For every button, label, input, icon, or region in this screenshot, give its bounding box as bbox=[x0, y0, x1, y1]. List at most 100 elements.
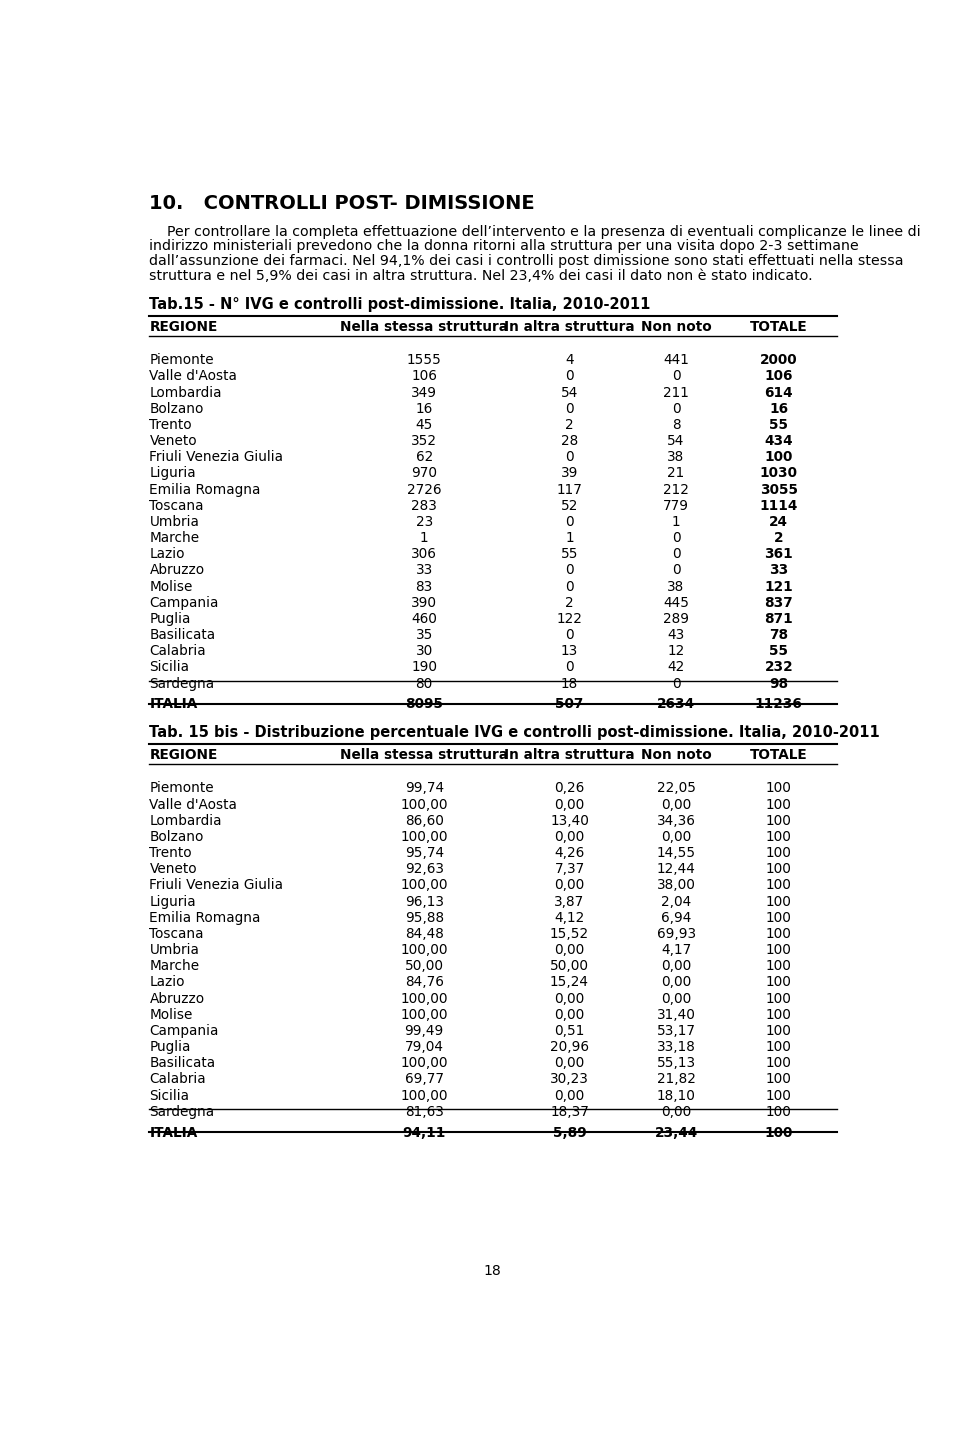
Text: TOTALE: TOTALE bbox=[750, 748, 807, 762]
Text: Non noto: Non noto bbox=[640, 748, 711, 762]
Text: 121: 121 bbox=[764, 579, 793, 594]
Text: 4: 4 bbox=[565, 354, 574, 367]
Text: 54: 54 bbox=[561, 386, 578, 400]
Text: 23: 23 bbox=[416, 515, 433, 530]
Text: 33: 33 bbox=[769, 563, 788, 578]
Text: 871: 871 bbox=[764, 613, 793, 626]
Text: Lombardia: Lombardia bbox=[150, 813, 222, 828]
Text: 1: 1 bbox=[420, 531, 428, 546]
Text: 2,04: 2,04 bbox=[660, 895, 691, 908]
Text: 0,00: 0,00 bbox=[554, 1008, 585, 1021]
Text: 4,12: 4,12 bbox=[554, 911, 585, 925]
Text: 13: 13 bbox=[561, 645, 578, 658]
Text: 190: 190 bbox=[411, 661, 437, 675]
Text: 38: 38 bbox=[667, 450, 684, 464]
Text: 100: 100 bbox=[766, 879, 792, 892]
Text: 970: 970 bbox=[411, 467, 437, 480]
Text: 62: 62 bbox=[416, 450, 433, 464]
Text: 0: 0 bbox=[672, 677, 681, 691]
Text: 8095: 8095 bbox=[405, 697, 444, 711]
Text: 100: 100 bbox=[766, 813, 792, 828]
Text: 24: 24 bbox=[769, 515, 788, 530]
Text: 445: 445 bbox=[663, 595, 689, 610]
Text: Sardegna: Sardegna bbox=[150, 1104, 215, 1119]
Text: 100,00: 100,00 bbox=[400, 797, 448, 812]
Text: Piemonte: Piemonte bbox=[150, 781, 214, 796]
Text: 99,74: 99,74 bbox=[404, 781, 444, 796]
Text: 100,00: 100,00 bbox=[400, 1056, 448, 1071]
Text: 31,40: 31,40 bbox=[657, 1008, 695, 1021]
Text: 99,49: 99,49 bbox=[404, 1024, 444, 1037]
Text: 0: 0 bbox=[672, 370, 681, 384]
Text: 306: 306 bbox=[411, 547, 437, 562]
Text: 18: 18 bbox=[483, 1264, 501, 1277]
Text: 33: 33 bbox=[416, 563, 433, 578]
Text: 55: 55 bbox=[769, 418, 788, 432]
Text: Tab. 15 bis - Distribuzione percentuale IVG e controlli post-dimissione. Italia,: Tab. 15 bis - Distribuzione percentuale … bbox=[150, 725, 880, 741]
Text: 100: 100 bbox=[766, 911, 792, 925]
Text: Molise: Molise bbox=[150, 579, 193, 594]
Text: 2000: 2000 bbox=[760, 354, 798, 367]
Text: Tab.15 - N° IVG e controlli post-dimissione. Italia, 2010-2011: Tab.15 - N° IVG e controlli post-dimissi… bbox=[150, 297, 651, 311]
Text: 100: 100 bbox=[766, 1088, 792, 1103]
Text: 100: 100 bbox=[766, 1024, 792, 1037]
Text: Molise: Molise bbox=[150, 1008, 193, 1021]
Text: 232: 232 bbox=[764, 661, 793, 675]
Text: 100: 100 bbox=[766, 895, 792, 908]
Text: Trento: Trento bbox=[150, 418, 192, 432]
Text: 0,00: 0,00 bbox=[660, 829, 691, 844]
Text: 20,96: 20,96 bbox=[550, 1040, 589, 1053]
Text: 7,37: 7,37 bbox=[554, 863, 585, 876]
Text: 3,87: 3,87 bbox=[554, 895, 585, 908]
Text: 18: 18 bbox=[561, 677, 578, 691]
Text: 5,89: 5,89 bbox=[553, 1126, 587, 1139]
Text: Puglia: Puglia bbox=[150, 1040, 191, 1053]
Text: TOTALE: TOTALE bbox=[750, 320, 807, 335]
Text: 18,37: 18,37 bbox=[550, 1104, 588, 1119]
Text: 12: 12 bbox=[667, 645, 684, 658]
Text: 0,00: 0,00 bbox=[554, 797, 585, 812]
Text: 0: 0 bbox=[672, 531, 681, 546]
Text: 0: 0 bbox=[672, 547, 681, 562]
Text: 0: 0 bbox=[565, 629, 574, 642]
Text: 0,00: 0,00 bbox=[554, 1056, 585, 1071]
Text: 55: 55 bbox=[769, 645, 788, 658]
Text: 0,51: 0,51 bbox=[554, 1024, 585, 1037]
Text: Valle d'Aosta: Valle d'Aosta bbox=[150, 797, 237, 812]
Text: 460: 460 bbox=[411, 613, 437, 626]
Text: 0,00: 0,00 bbox=[660, 797, 691, 812]
Text: Calabria: Calabria bbox=[150, 645, 206, 658]
Text: Bolzano: Bolzano bbox=[150, 402, 204, 416]
Text: 84,48: 84,48 bbox=[405, 927, 444, 941]
Text: Umbria: Umbria bbox=[150, 943, 200, 957]
Text: Basilicata: Basilicata bbox=[150, 629, 216, 642]
Text: 94,11: 94,11 bbox=[402, 1126, 445, 1139]
Text: 100: 100 bbox=[766, 1008, 792, 1021]
Text: 8: 8 bbox=[672, 418, 681, 432]
Text: struttura e nel 5,9% dei casi in altra struttura. Nel 23,4% dei casi il dato non: struttura e nel 5,9% dei casi in altra s… bbox=[150, 269, 813, 282]
Text: 100,00: 100,00 bbox=[400, 829, 448, 844]
Text: 12,44: 12,44 bbox=[657, 863, 695, 876]
Text: indirizzo ministeriali prevedono che la donna ritorni alla struttura per una vis: indirizzo ministeriali prevedono che la … bbox=[150, 239, 859, 253]
Text: REGIONE: REGIONE bbox=[150, 320, 218, 335]
Text: 33,18: 33,18 bbox=[657, 1040, 695, 1053]
Text: 30,23: 30,23 bbox=[550, 1072, 588, 1087]
Text: 100: 100 bbox=[766, 1040, 792, 1053]
Text: 100: 100 bbox=[766, 959, 792, 973]
Text: 837: 837 bbox=[764, 595, 793, 610]
Text: 0,00: 0,00 bbox=[660, 991, 691, 1005]
Text: 35: 35 bbox=[416, 629, 433, 642]
Text: 614: 614 bbox=[764, 386, 793, 400]
Text: 95,88: 95,88 bbox=[404, 911, 444, 925]
Text: Sicilia: Sicilia bbox=[150, 661, 189, 675]
Text: dall’assunzione dei farmaci. Nel 94,1% dei casi i controlli post dimissione sono: dall’assunzione dei farmaci. Nel 94,1% d… bbox=[150, 255, 904, 268]
Text: 1: 1 bbox=[672, 515, 681, 530]
Text: 38,00: 38,00 bbox=[657, 879, 695, 892]
Text: 117: 117 bbox=[557, 483, 583, 496]
Text: REGIONE: REGIONE bbox=[150, 748, 218, 762]
Text: 1114: 1114 bbox=[759, 499, 798, 512]
Text: 3055: 3055 bbox=[759, 483, 798, 496]
Text: Toscana: Toscana bbox=[150, 499, 204, 512]
Text: 84,76: 84,76 bbox=[405, 975, 444, 989]
Text: 0,00: 0,00 bbox=[660, 1104, 691, 1119]
